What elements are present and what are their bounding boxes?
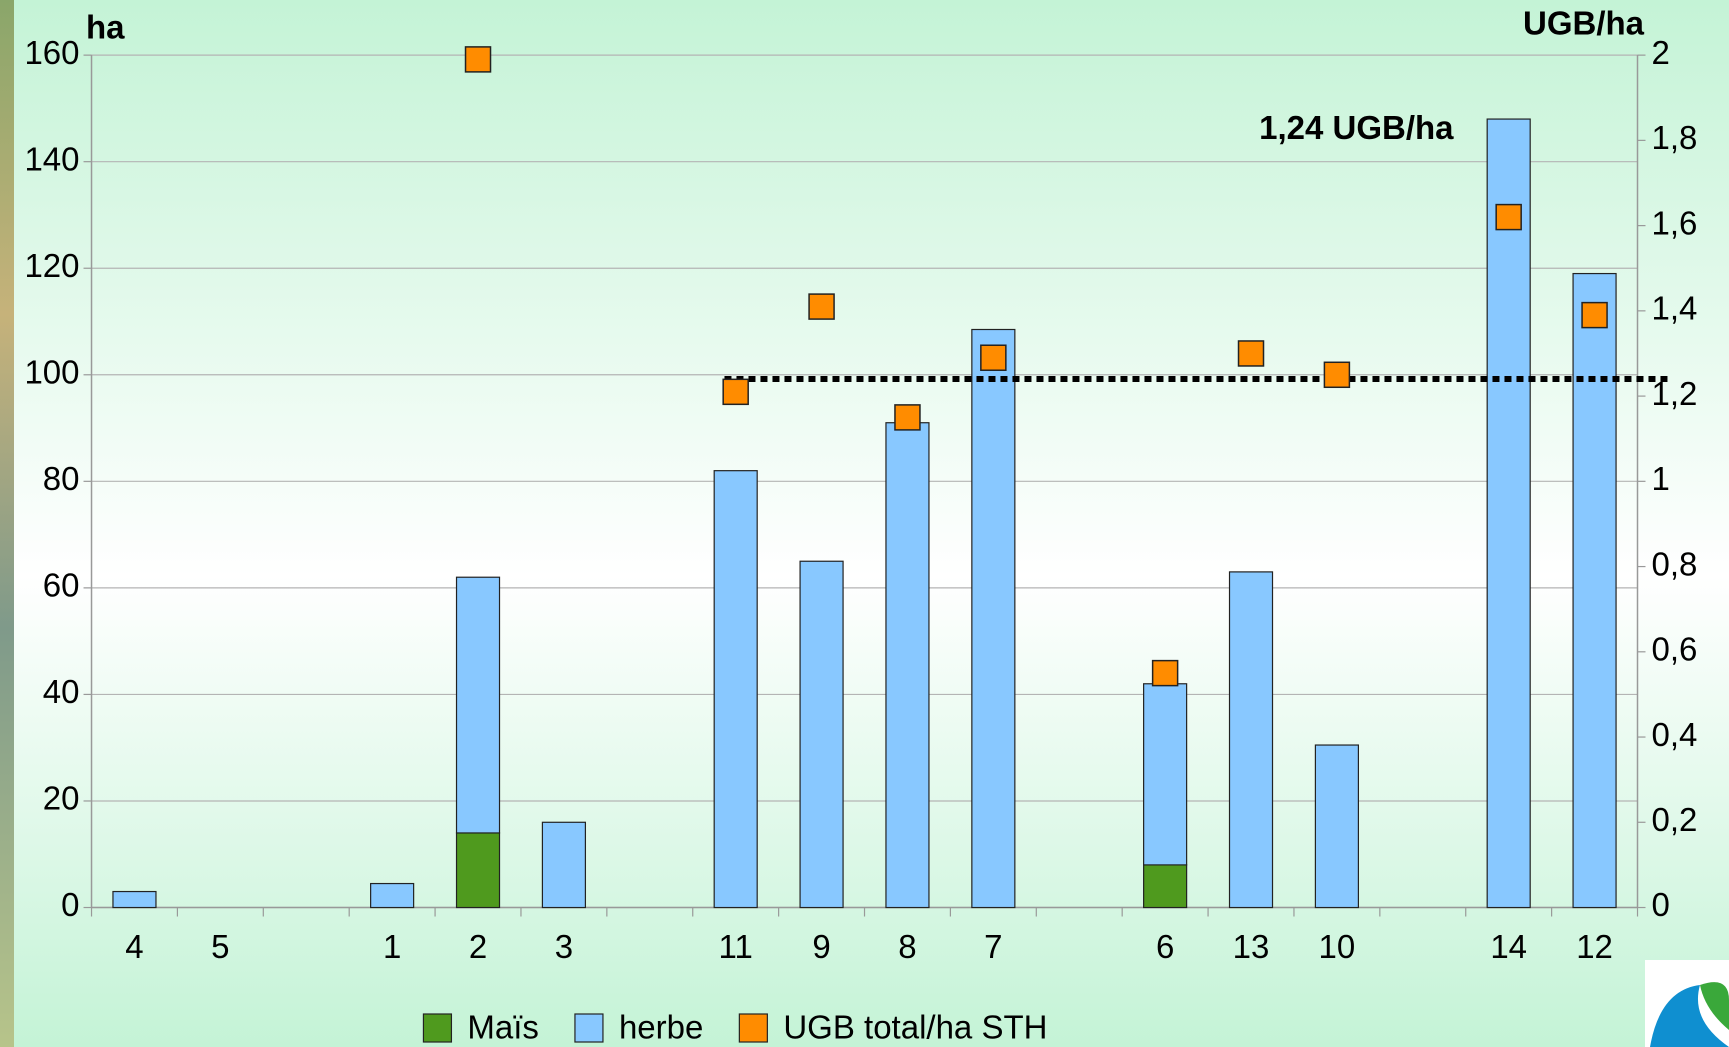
marker — [980, 344, 1007, 371]
y-axis-title: ha — [86, 9, 125, 46]
bar — [1228, 571, 1274, 909]
bar — [971, 328, 1016, 909]
marker — [1151, 659, 1179, 687]
x-tick-label: 3 — [555, 928, 573, 965]
legend-label: herbe — [619, 1009, 703, 1046]
y-tick-label: 40 — [43, 673, 80, 710]
bar — [1486, 118, 1531, 909]
x-tick-label: 12 — [1576, 928, 1613, 965]
x-tick-label: 13 — [1233, 928, 1270, 965]
bar — [713, 470, 758, 909]
marker — [722, 378, 749, 406]
side-strip — [0, 0, 14, 1047]
marker — [894, 404, 921, 431]
x-tick-label: 11 — [719, 928, 753, 965]
marker — [808, 293, 835, 320]
x-tick-label: 7 — [984, 928, 1002, 965]
x-tick-label: 10 — [1319, 928, 1356, 965]
bar — [1572, 272, 1617, 909]
marker — [1581, 301, 1608, 329]
x-tick-label: 1 — [383, 928, 401, 965]
bar — [1314, 744, 1360, 909]
y2-tick-label: 1,8 — [1652, 119, 1698, 156]
y2-tick-label: 1,6 — [1652, 204, 1698, 241]
marker — [464, 46, 492, 73]
y2-tick-label: 1,4 — [1652, 290, 1698, 327]
x-tick-label: 2 — [469, 928, 487, 965]
y-tick-label: 120 — [24, 247, 79, 284]
y2-tick-label: 1 — [1652, 460, 1670, 497]
y2-tick-label: 0,4 — [1652, 716, 1698, 753]
x-tick-label: 4 — [125, 928, 143, 965]
x-tick-label: 9 — [812, 928, 830, 965]
y2-tick-label: 1,2 — [1652, 375, 1698, 412]
legend-swatch — [574, 1013, 604, 1043]
reference-label: 1,24 UGB/ha — [1259, 109, 1454, 146]
bar — [1143, 683, 1188, 866]
marker — [1323, 361, 1351, 389]
legend-label: Maïs — [467, 1009, 539, 1046]
y2-tick-label: 0 — [1652, 886, 1670, 923]
y-tick-label: 140 — [24, 140, 79, 177]
x-tick-label: 14 — [1490, 928, 1527, 965]
legend-swatch — [738, 1013, 768, 1043]
y2-tick-label: 0,6 — [1652, 631, 1698, 668]
bar — [799, 560, 844, 909]
x-tick-label: 6 — [1156, 928, 1174, 965]
bar — [455, 832, 501, 909]
y-tick-label: 160 — [24, 34, 79, 71]
logo-shape — [1650, 985, 1729, 1047]
y-tick-label: 100 — [24, 353, 79, 390]
legend-swatch — [422, 1013, 453, 1043]
y-tick-label: 20 — [43, 780, 80, 817]
logo — [1645, 960, 1729, 1047]
y-tick-label: 80 — [43, 460, 80, 497]
bar — [885, 422, 930, 909]
bar — [370, 882, 415, 909]
bar — [112, 890, 157, 909]
marker — [1495, 203, 1522, 231]
logo-shape — [1700, 982, 1729, 1030]
y-tick-label: 60 — [43, 567, 80, 604]
bar — [1143, 864, 1188, 909]
x-tick-label: 5 — [211, 928, 229, 965]
bar — [541, 821, 587, 909]
legend-label: UGB total/ha STH — [783, 1009, 1047, 1046]
y2-tick-label: 0,2 — [1652, 801, 1698, 838]
bar — [455, 576, 501, 834]
y2-tick-label: 2 — [1652, 34, 1670, 71]
marker — [1237, 340, 1265, 367]
y2-tick-label: 0,8 — [1652, 545, 1698, 582]
y2-axis-title: UGB/ha — [1523, 5, 1645, 42]
x-tick-label: 8 — [898, 928, 916, 965]
y-tick-label: 0 — [61, 886, 79, 923]
